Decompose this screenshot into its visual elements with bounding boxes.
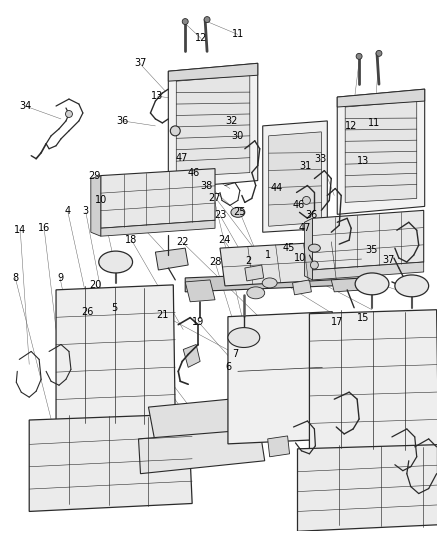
Polygon shape bbox=[155, 248, 188, 270]
Text: 30: 30 bbox=[232, 131, 244, 141]
Text: 36: 36 bbox=[305, 211, 318, 220]
Polygon shape bbox=[337, 89, 425, 107]
Text: 13: 13 bbox=[357, 156, 369, 166]
Circle shape bbox=[65, 110, 72, 117]
Polygon shape bbox=[245, 265, 264, 281]
Text: 31: 31 bbox=[299, 160, 311, 171]
Polygon shape bbox=[185, 270, 379, 292]
Ellipse shape bbox=[262, 278, 277, 288]
Polygon shape bbox=[101, 168, 215, 228]
Text: 32: 32 bbox=[226, 116, 238, 126]
Text: 7: 7 bbox=[232, 350, 238, 359]
Ellipse shape bbox=[99, 251, 133, 273]
Text: 4: 4 bbox=[65, 206, 71, 216]
Text: 9: 9 bbox=[57, 273, 63, 283]
Circle shape bbox=[356, 53, 362, 59]
Text: 12: 12 bbox=[345, 121, 357, 131]
Text: 14: 14 bbox=[14, 225, 26, 235]
Text: 37: 37 bbox=[383, 255, 395, 265]
Text: 46: 46 bbox=[188, 167, 200, 177]
Text: 17: 17 bbox=[331, 317, 343, 327]
Text: 12: 12 bbox=[195, 34, 207, 44]
Text: 28: 28 bbox=[209, 257, 221, 267]
Polygon shape bbox=[263, 121, 327, 232]
Ellipse shape bbox=[231, 207, 245, 217]
Text: 10: 10 bbox=[95, 196, 107, 205]
Text: 19: 19 bbox=[192, 317, 204, 327]
Text: 37: 37 bbox=[134, 58, 147, 68]
Text: 34: 34 bbox=[19, 101, 32, 111]
Circle shape bbox=[170, 126, 180, 136]
Polygon shape bbox=[138, 429, 265, 474]
Text: 45: 45 bbox=[283, 243, 295, 253]
Polygon shape bbox=[168, 63, 258, 189]
Polygon shape bbox=[312, 262, 424, 280]
Polygon shape bbox=[345, 101, 417, 203]
Text: 47: 47 bbox=[176, 152, 188, 163]
Polygon shape bbox=[304, 219, 312, 280]
Polygon shape bbox=[297, 444, 438, 531]
Text: 8: 8 bbox=[12, 273, 18, 283]
Text: 6: 6 bbox=[225, 362, 231, 373]
Circle shape bbox=[303, 197, 311, 204]
Text: 46: 46 bbox=[293, 200, 304, 211]
Text: 16: 16 bbox=[38, 223, 50, 233]
Text: 44: 44 bbox=[271, 183, 283, 193]
Circle shape bbox=[376, 51, 382, 56]
Ellipse shape bbox=[228, 328, 260, 348]
Text: 21: 21 bbox=[156, 310, 169, 320]
Polygon shape bbox=[176, 75, 250, 176]
Text: 35: 35 bbox=[365, 245, 377, 255]
Polygon shape bbox=[228, 312, 334, 444]
Circle shape bbox=[204, 17, 210, 22]
Polygon shape bbox=[268, 436, 290, 457]
Polygon shape bbox=[148, 397, 260, 444]
Polygon shape bbox=[101, 220, 215, 236]
Text: 23: 23 bbox=[214, 211, 226, 220]
Polygon shape bbox=[268, 132, 321, 226]
Text: 5: 5 bbox=[112, 303, 118, 313]
Text: 13: 13 bbox=[151, 91, 163, 101]
Polygon shape bbox=[309, 310, 438, 452]
Circle shape bbox=[182, 19, 188, 25]
Polygon shape bbox=[329, 270, 364, 292]
Text: 3: 3 bbox=[83, 206, 89, 216]
Ellipse shape bbox=[247, 287, 265, 299]
Polygon shape bbox=[183, 344, 200, 367]
Text: 33: 33 bbox=[314, 154, 326, 164]
Ellipse shape bbox=[308, 244, 320, 252]
Text: 1: 1 bbox=[265, 250, 271, 260]
Polygon shape bbox=[312, 211, 424, 270]
Polygon shape bbox=[337, 89, 425, 214]
Polygon shape bbox=[293, 280, 311, 295]
Text: 24: 24 bbox=[218, 235, 230, 245]
Polygon shape bbox=[168, 63, 258, 81]
Text: 25: 25 bbox=[233, 207, 246, 217]
Text: 38: 38 bbox=[200, 181, 212, 190]
Text: 15: 15 bbox=[357, 313, 369, 322]
Ellipse shape bbox=[395, 275, 429, 297]
Text: 20: 20 bbox=[90, 280, 102, 290]
Text: 10: 10 bbox=[294, 253, 307, 263]
Text: 27: 27 bbox=[208, 193, 220, 204]
Text: 2: 2 bbox=[246, 256, 252, 266]
Polygon shape bbox=[185, 280, 215, 302]
Text: 47: 47 bbox=[298, 223, 311, 233]
Text: 29: 29 bbox=[88, 171, 101, 181]
Polygon shape bbox=[56, 285, 175, 427]
Text: 22: 22 bbox=[176, 237, 188, 247]
Text: 26: 26 bbox=[81, 306, 94, 317]
Polygon shape bbox=[29, 414, 192, 512]
Text: 11: 11 bbox=[368, 118, 380, 128]
Text: 36: 36 bbox=[117, 116, 129, 126]
Text: 18: 18 bbox=[125, 235, 138, 245]
Text: 11: 11 bbox=[232, 29, 244, 39]
Ellipse shape bbox=[355, 273, 389, 295]
Circle shape bbox=[311, 261, 318, 269]
Polygon shape bbox=[220, 240, 364, 286]
Polygon shape bbox=[91, 175, 101, 236]
